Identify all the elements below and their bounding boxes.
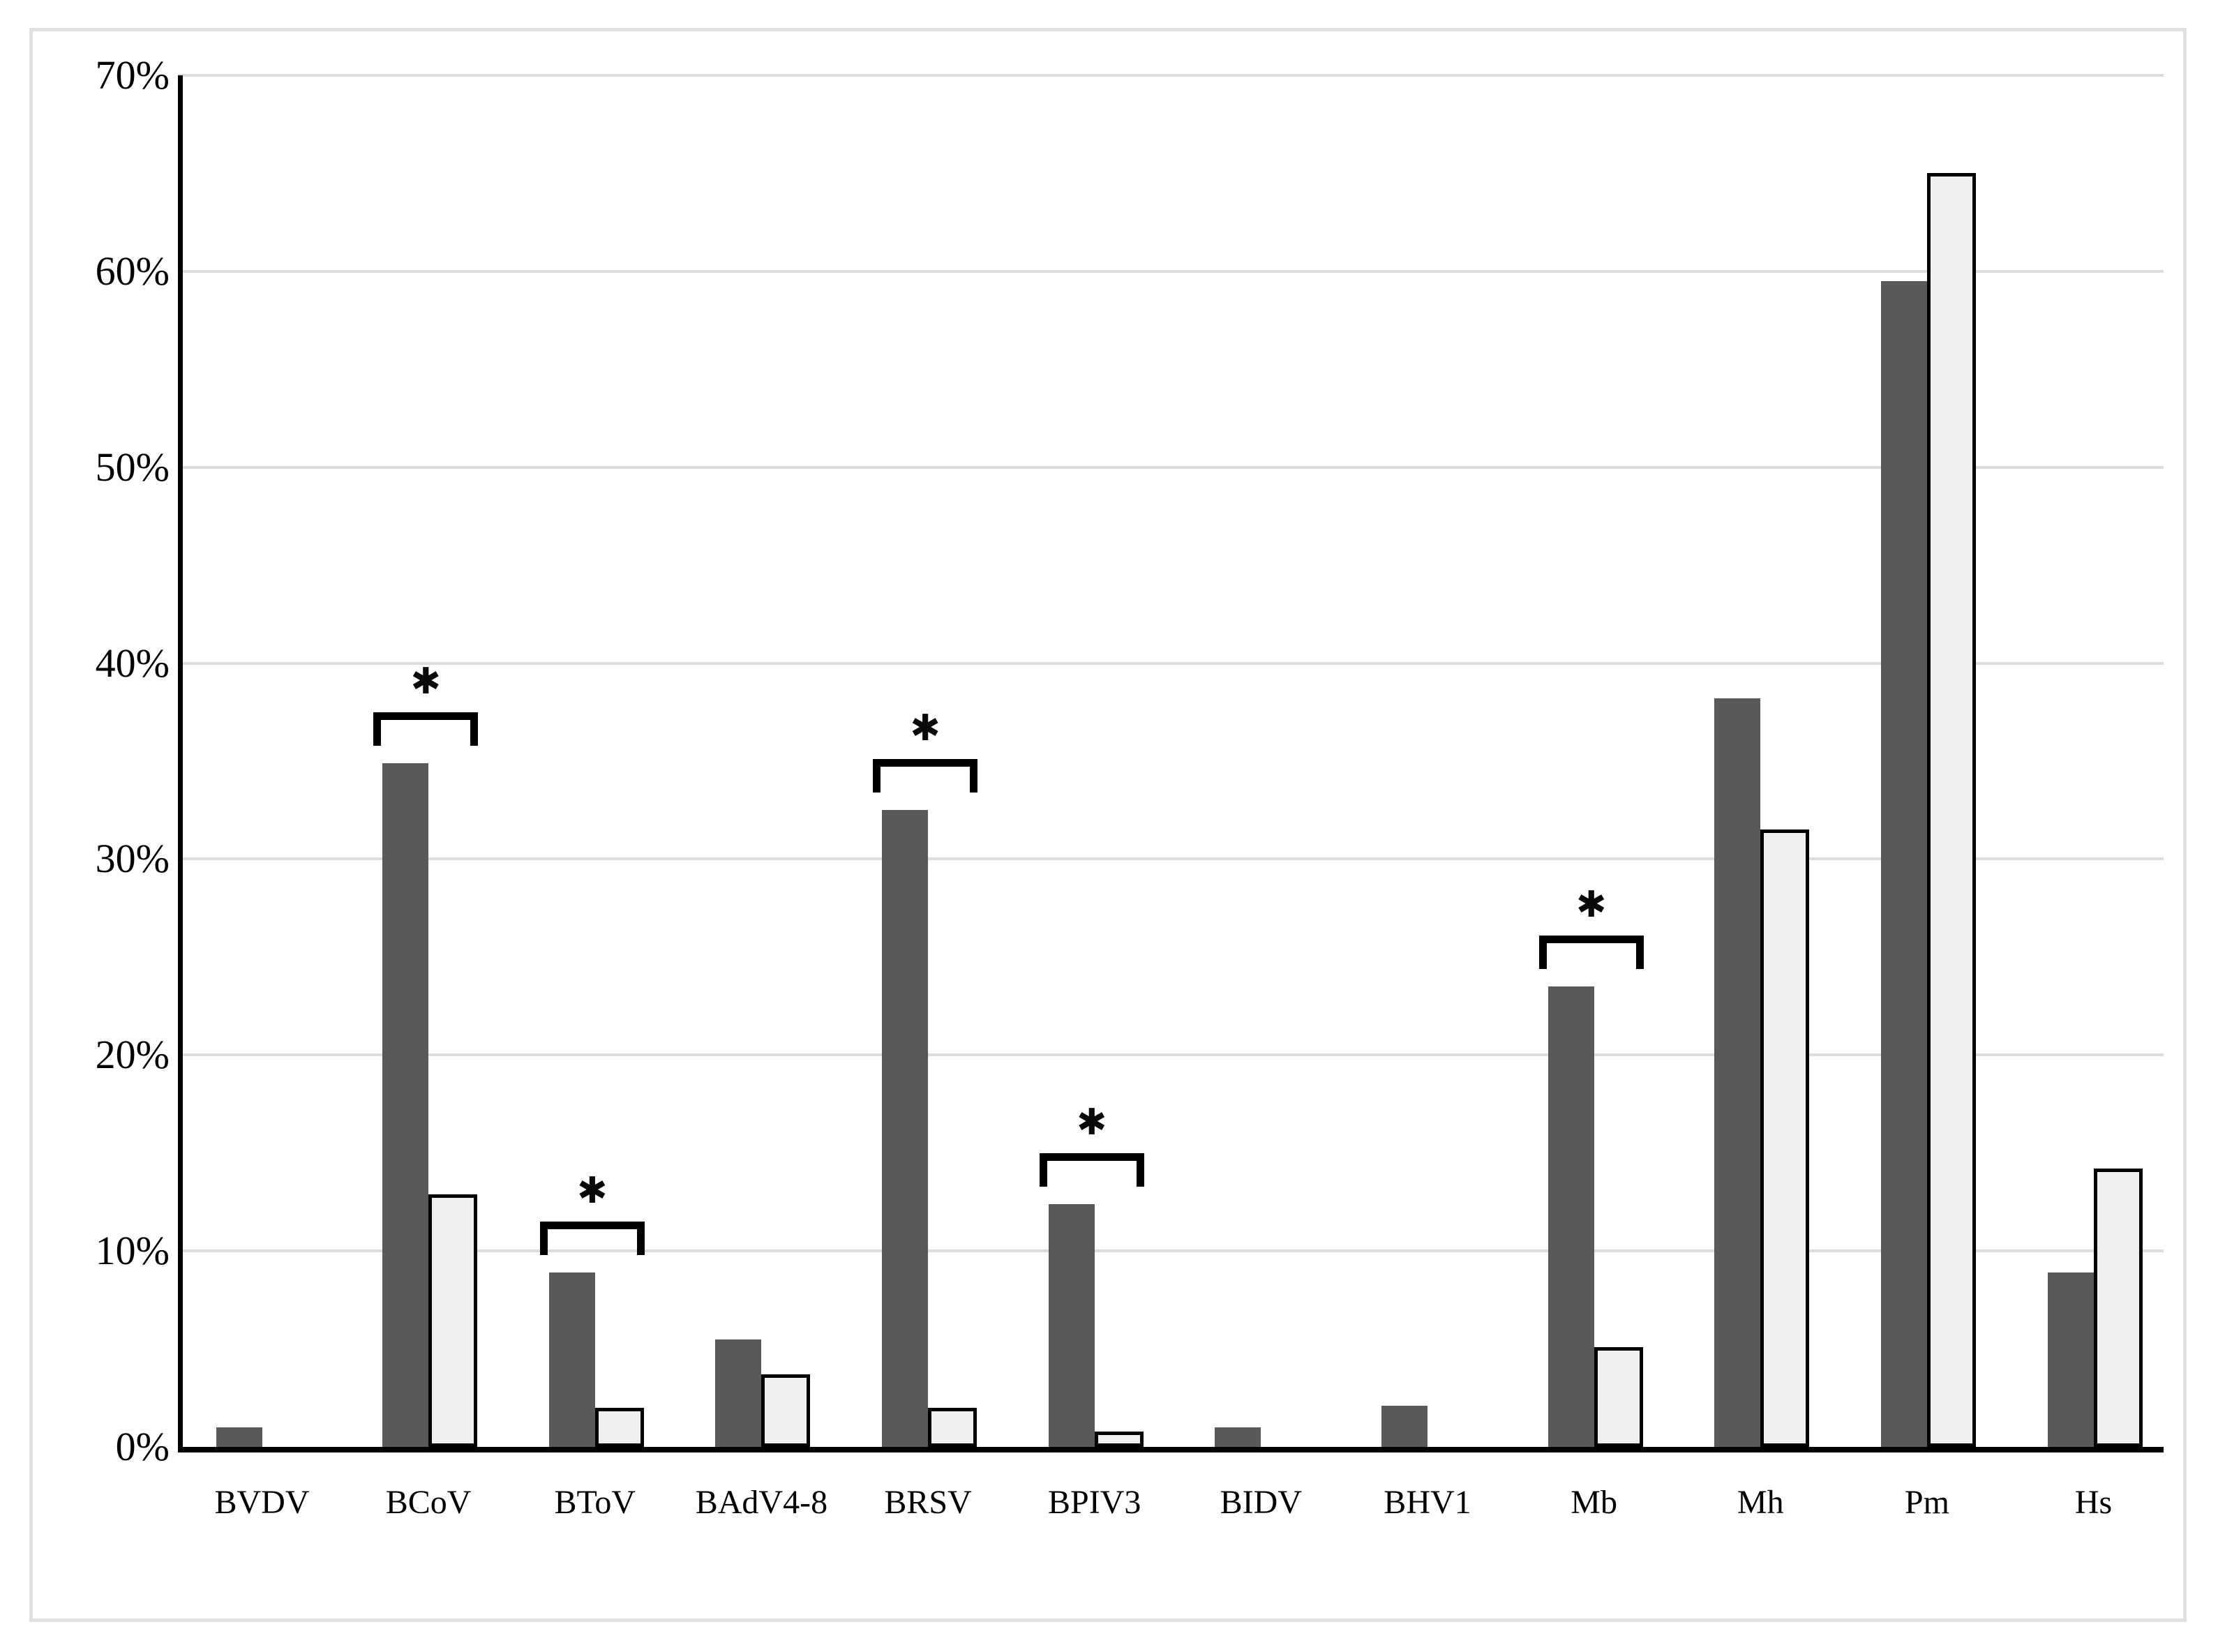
significance-bracket-BPIV3 (1039, 1152, 1144, 1187)
x-category-label-BToV: BToV (554, 1484, 636, 1521)
x-category-label-BCoV: BCoV (385, 1484, 472, 1521)
significance-asterisk-BRSV: ✱ (910, 707, 941, 750)
y-tick-label-50: 50% (95, 444, 170, 490)
bar-dark-BHV1 (1381, 1406, 1428, 1447)
y-tick-label-20: 20% (95, 1032, 170, 1078)
bar-light-BRSV (928, 1407, 977, 1447)
bar-dark-BRSV (882, 810, 929, 1447)
y-tick-label-40: 40% (95, 640, 170, 686)
x-category-label-Mh: Mh (1737, 1484, 1784, 1521)
gridline-20 (178, 1053, 2164, 1057)
gridline-60 (178, 269, 2164, 273)
x-category-label-BHV1: BHV1 (1384, 1484, 1471, 1521)
bar-light-BCoV (428, 1194, 478, 1447)
x-category-label-Pm: Pm (1904, 1484, 1949, 1521)
x-category-label-BIDV: BIDV (1220, 1484, 1302, 1521)
gridline-10 (178, 1249, 2164, 1253)
x-category-label-BAdV4-8: BAdV4-8 (695, 1484, 828, 1521)
bar-light-BToV (594, 1407, 644, 1447)
x-axis-line (178, 1447, 2164, 1452)
significance-asterisk-BCoV: ✱ (410, 660, 441, 703)
bar-dark-BToV (548, 1272, 595, 1447)
x-category-label-BVDV: BVDV (214, 1484, 310, 1521)
gridline-30 (178, 857, 2164, 861)
significance-asterisk-BPIV3: ✱ (1076, 1101, 1107, 1143)
bar-dark-BVDV (216, 1427, 262, 1447)
y-tick-label-10: 10% (95, 1228, 170, 1274)
bar-dark-BPIV3 (1048, 1203, 1095, 1447)
significance-bracket-Mb (1538, 935, 1644, 969)
y-tick-label-60: 60% (95, 248, 170, 294)
bar-dark-Mb (1548, 986, 1594, 1447)
bar-dark-BCoV (382, 763, 429, 1447)
x-category-label-BRSV: BRSV (884, 1484, 972, 1521)
x-category-label-BPIV3: BPIV3 (1048, 1484, 1141, 1521)
gridline-70 (178, 74, 2164, 77)
bar-dark-BIDV (1215, 1427, 1261, 1447)
y-tick-label-70: 70% (95, 52, 170, 98)
y-axis-line (178, 75, 183, 1452)
bar-light-BAdV4-8 (761, 1374, 811, 1447)
significance-bracket-BRSV (873, 759, 978, 793)
gridline-40 (178, 661, 2164, 665)
significance-bracket-BCoV (373, 712, 479, 746)
significance-bracket-BToV (539, 1222, 645, 1256)
bar-light-Mb (1594, 1346, 1643, 1447)
bar-light-Pm (1926, 173, 1976, 1447)
bar-light-Hs (2093, 1169, 2143, 1447)
bar-dark-BAdV4-8 (715, 1339, 762, 1447)
figure-border (29, 28, 2187, 1622)
bar-dark-Hs (2047, 1272, 2094, 1447)
y-tick-label-30: 30% (95, 836, 170, 882)
bar-light-BPIV3 (1094, 1431, 1144, 1447)
x-category-label-Hs: Hs (2074, 1484, 2113, 1521)
gridline-50 (178, 465, 2164, 469)
significance-asterisk-BToV: ✱ (576, 1170, 608, 1212)
significance-asterisk-Mb: ✱ (1575, 883, 1607, 926)
bar-light-Mh (1760, 829, 1810, 1447)
bar-dark-Pm (1880, 280, 1927, 1447)
y-tick-label-0: 0% (115, 1424, 170, 1469)
x-category-label-Mb: Mb (1571, 1484, 1617, 1521)
bar-dark-Mh (1714, 698, 1761, 1447)
